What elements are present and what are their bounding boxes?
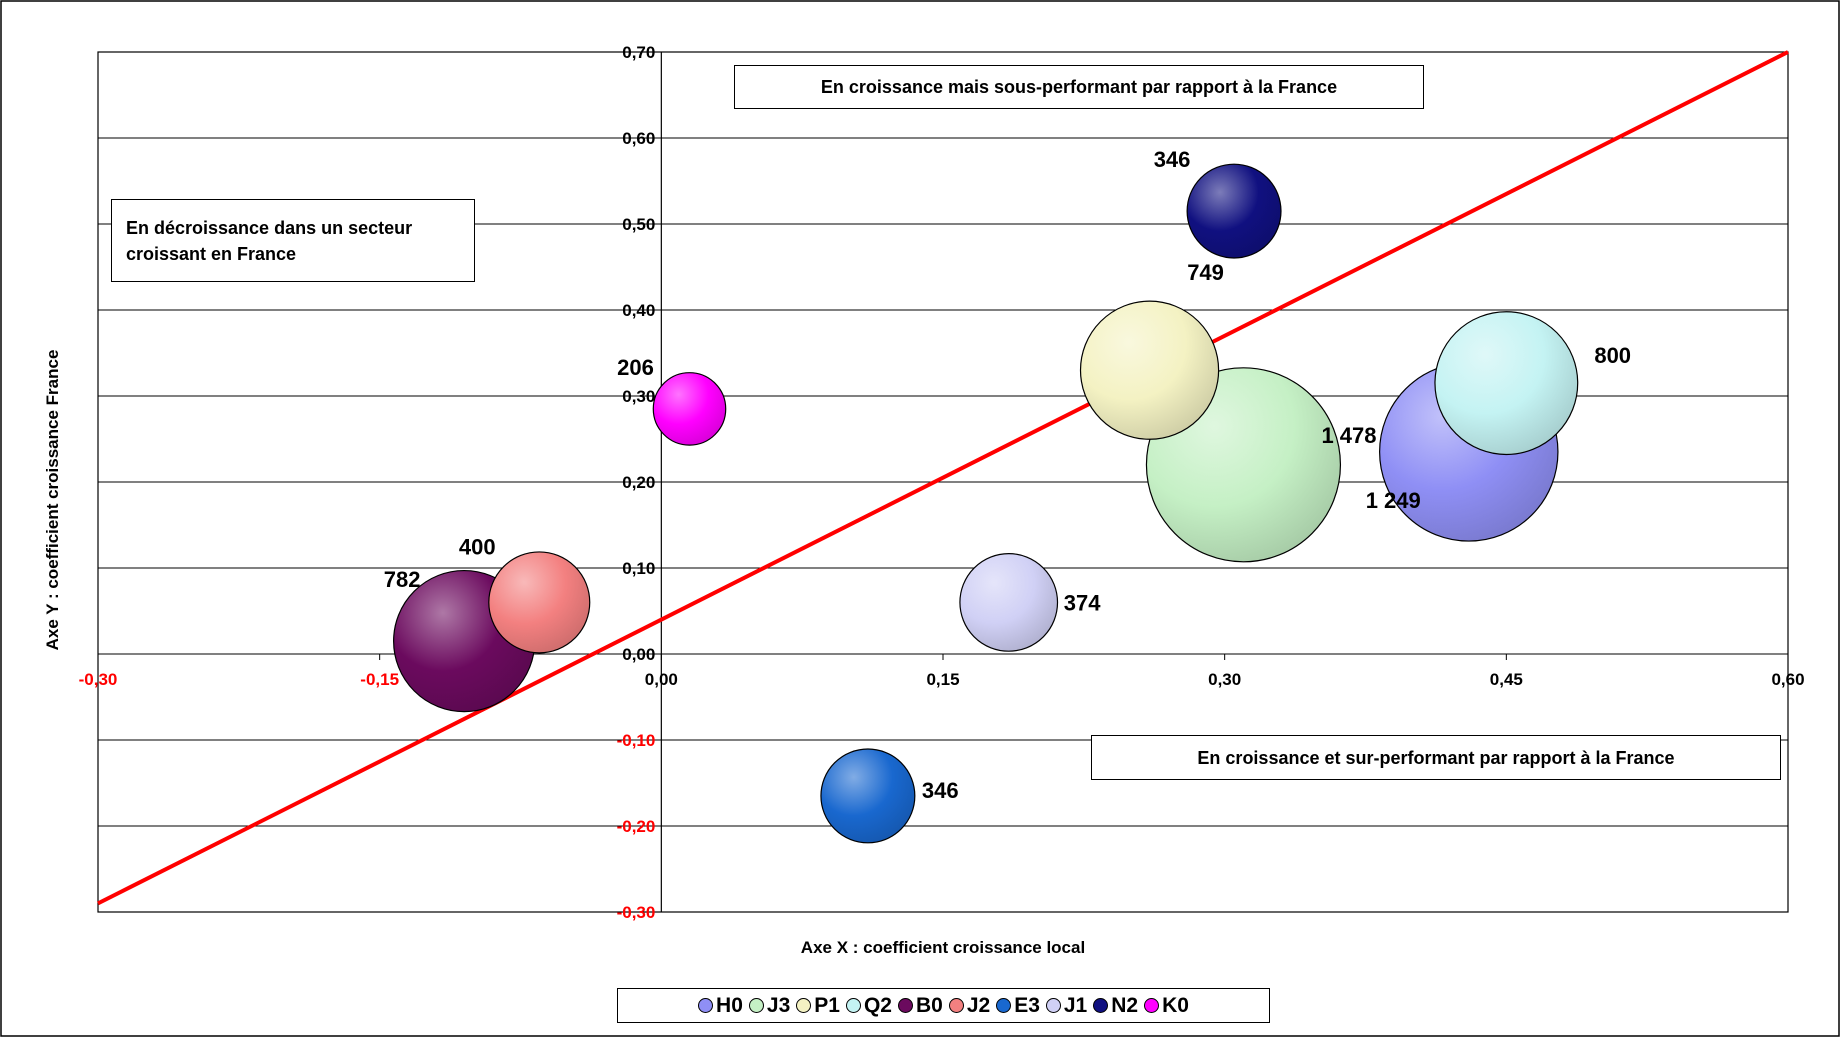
legend-item-N2: N2 xyxy=(1093,994,1138,1018)
legend-item-H0: H0 xyxy=(698,994,743,1018)
bubble-K0 xyxy=(652,372,727,446)
x-tick-label: 0,60 xyxy=(1771,670,1804,689)
x-tick-label: 0,15 xyxy=(926,670,959,689)
legend: H0 J3 P1 Q2 B0 J2 E3 J1 N2 K0 xyxy=(617,988,1270,1023)
legend-swatch-E3 xyxy=(996,998,1012,1013)
legend-label-P1: P1 xyxy=(814,993,840,1017)
legend-swatch-P1 xyxy=(796,998,812,1013)
legend-swatch-J3 xyxy=(748,998,764,1013)
legend-label-B0: B0 xyxy=(915,993,943,1017)
legend-swatch-K0 xyxy=(1144,998,1160,1013)
legend-swatch-B0 xyxy=(897,998,913,1013)
y-tick-label: 0,70 xyxy=(622,43,655,62)
annotation-left-line2: croissant en France xyxy=(126,243,297,264)
legend-label-J3: J3 xyxy=(766,993,791,1017)
y-tick-label: 0,20 xyxy=(622,473,655,492)
bubble-label-Q2: 800 xyxy=(1594,343,1631,368)
label-layer: 1 249 800 1 478 749 782 400 346 374 346 206 xyxy=(384,147,1631,803)
bubble-E3 xyxy=(820,748,916,844)
bubble-label-E3: 346 xyxy=(922,778,959,803)
y-tick-label: 0,40 xyxy=(622,301,655,320)
annotation-left-text: En décroissance dans un secteur croissan… xyxy=(126,215,412,267)
x-tick-label: -0,15 xyxy=(360,670,399,689)
x-tick-label: -0,30 xyxy=(79,670,118,689)
legend-item-J1: J1 xyxy=(1045,993,1088,1018)
y-tick-label: 0,30 xyxy=(622,387,655,406)
legend-item-Q2: Q2 xyxy=(845,993,892,1018)
annotation-left-line1: En décroissance dans un secteur xyxy=(126,217,413,238)
bubble-J1 xyxy=(959,553,1059,652)
y-tick-label: 0,50 xyxy=(622,215,655,234)
legend-swatch-J1 xyxy=(1045,998,1061,1013)
annotation-top-text: En croissance mais sous-performant par r… xyxy=(820,77,1338,97)
bubble-label-J3: 1 478 xyxy=(1321,423,1376,448)
grid-layer: 0,70 0,60 0,50 0,40 0,30 0,20 0,10 0,00 -0,10 -0,… xyxy=(79,43,1805,922)
legend-label-N2: N2 xyxy=(1111,993,1139,1017)
bubble-label-B0: 782 xyxy=(384,567,421,592)
y-tick-label: -0,10 xyxy=(617,731,656,750)
legend-label-K0: K0 xyxy=(1162,993,1189,1017)
legend-swatch-J2 xyxy=(948,998,964,1013)
legend-item-J2: J2 xyxy=(948,993,991,1018)
legend-label-E3: E3 xyxy=(1014,993,1040,1017)
bubble-label-J2: 400 xyxy=(459,534,496,559)
x-tick-label: 0,30 xyxy=(1208,670,1241,689)
y-axis-title: Axe Y : coefficient croissance France xyxy=(43,350,62,651)
annotation-bottom: En croissance et sur-performant par rapp… xyxy=(1091,735,1781,780)
bubble-Q2 xyxy=(1434,311,1579,456)
bubble-label-J1: 374 xyxy=(1064,590,1101,615)
legend-label-Q2: Q2 xyxy=(863,993,892,1017)
y-tick-label: 0,10 xyxy=(622,559,655,578)
annotation-top: En croissance mais sous-performant par r… xyxy=(734,65,1424,109)
y-tick-label: 0,00 xyxy=(622,645,655,664)
bubble-label-P1: 749 xyxy=(1187,260,1224,285)
bubble-P1 xyxy=(1079,300,1220,440)
legend-item-E3: E3 xyxy=(996,994,1040,1018)
y-tick-label: 0,60 xyxy=(622,129,655,148)
legend-item-B0: B0 xyxy=(897,993,943,1018)
bubble-layer xyxy=(393,163,1579,844)
legend-label-H0: H0 xyxy=(716,993,743,1017)
bubble-N2 xyxy=(1186,163,1282,259)
reference-line xyxy=(97,50,1789,906)
legend-item-P1: P1 xyxy=(796,994,840,1018)
legend-label-J2: J2 xyxy=(966,993,991,1017)
legend-swatch-N2 xyxy=(1093,998,1109,1013)
x-axis-title: Axe X : coefficient croissance local xyxy=(801,938,1085,957)
x-tick-label: 0,45 xyxy=(1490,670,1523,689)
y-tick-label: -0,20 xyxy=(617,817,656,836)
bubble-label-H0: 1 249 xyxy=(1366,488,1421,513)
bubble-label-K0: 206 xyxy=(617,355,654,380)
legend-item-J3: J3 xyxy=(748,993,791,1018)
bubble-label-N2: 346 xyxy=(1154,147,1191,172)
legend-swatch-Q2 xyxy=(845,998,861,1013)
x-tick-label: 0,00 xyxy=(645,670,678,689)
annotation-left: En décroissance dans un secteur croissan… xyxy=(111,199,475,282)
bubble-J2 xyxy=(488,551,591,654)
legend-label-J1: J1 xyxy=(1063,993,1088,1017)
reference-line-layer xyxy=(97,50,1789,906)
legend-swatch-H0 xyxy=(698,998,714,1013)
legend-item-K0: K0 xyxy=(1144,994,1189,1018)
annotation-bottom-text: En croissance et sur-performant par rapp… xyxy=(1197,747,1675,768)
y-tick-label: -0,30 xyxy=(617,903,656,922)
